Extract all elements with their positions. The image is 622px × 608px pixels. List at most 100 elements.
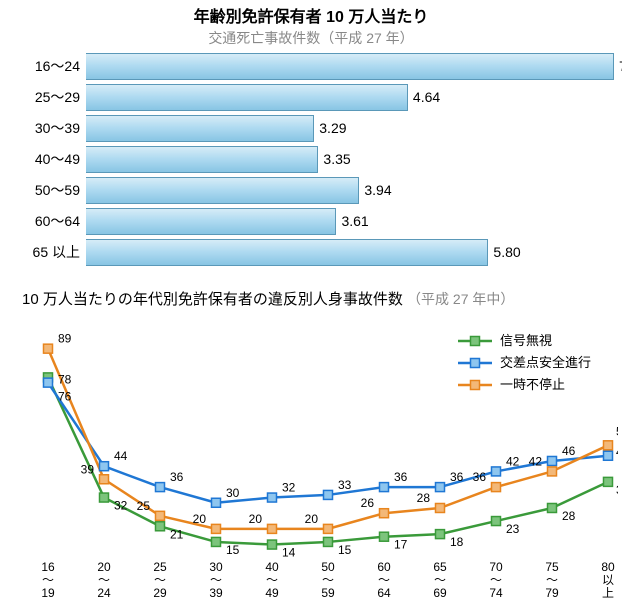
x-axis-label: 〜 xyxy=(266,573,278,587)
x-axis-label: 40 xyxy=(265,560,279,574)
data-point-label: 32 xyxy=(282,481,296,495)
x-axis-label: 〜 xyxy=(154,573,166,587)
x-axis-label: 50 xyxy=(321,560,335,574)
data-point-label: 18 xyxy=(450,535,464,549)
bar-fill: 3.61 xyxy=(86,208,336,235)
bar-fill: 5.80 xyxy=(86,239,488,266)
data-point-label: 17 xyxy=(394,538,408,552)
bar-track: 3.94 xyxy=(86,177,614,204)
data-point-label: 28 xyxy=(417,491,431,505)
data-point-label: 36 xyxy=(170,470,184,484)
x-axis-label: 〜 xyxy=(434,573,446,587)
x-axis-label: 29 xyxy=(153,586,167,600)
data-point-marker xyxy=(44,378,53,387)
bar-category-label: 30〜39 xyxy=(8,118,86,138)
data-point-label: 25 xyxy=(137,499,151,513)
data-point-label: 20 xyxy=(305,512,319,526)
data-point-marker xyxy=(324,490,333,499)
data-point-label: 39 xyxy=(81,462,95,476)
data-point-label: 76 xyxy=(58,390,72,404)
x-axis-label: 〜 xyxy=(42,573,54,587)
data-point-marker xyxy=(100,462,109,471)
data-point-marker xyxy=(380,483,389,492)
legend-label: 交差点安全進行 xyxy=(500,355,591,370)
bar-value-label: 3.61 xyxy=(341,213,368,229)
bar-row: 65 以上5.80 xyxy=(8,239,614,266)
bar-category-label: 60〜64 xyxy=(8,211,86,231)
bar-row: 16〜247.61 xyxy=(8,53,614,80)
x-axis-label: 80 xyxy=(601,560,615,574)
bar-row: 50〜593.94 xyxy=(8,177,614,204)
bar-category-label: 16〜24 xyxy=(8,56,86,76)
data-point-label: 36 xyxy=(394,470,408,484)
bar-track: 7.61 xyxy=(86,53,614,80)
bar-row: 60〜643.61 xyxy=(8,208,614,235)
data-point-marker xyxy=(548,467,557,476)
bar-fill: 3.35 xyxy=(86,146,318,173)
data-point-marker xyxy=(380,509,389,518)
bar-chart-title-sub: 交通死亡事故件数（平成 27 年） xyxy=(8,29,614,47)
data-point-label: 23 xyxy=(506,522,520,536)
data-point-label: 14 xyxy=(282,546,296,560)
series-line xyxy=(48,377,608,544)
line-chart-title-text: 10 万人当たりの年代別免許保有者の違反別人身事故件数 xyxy=(22,291,403,308)
data-point-marker xyxy=(604,451,613,460)
data-point-label: 32 xyxy=(114,499,128,513)
data-point-marker xyxy=(324,524,333,533)
data-point-marker xyxy=(604,477,613,486)
bar-chart-title-main: 年齢別免許保有者 10 万人当たり xyxy=(8,8,614,29)
data-point-marker xyxy=(100,475,109,484)
bar-track: 5.80 xyxy=(86,239,614,266)
bar-value-label: 5.80 xyxy=(493,244,520,260)
x-axis-label: 上 xyxy=(602,586,614,600)
data-point-label: 33 xyxy=(338,478,352,492)
bar-category-label: 50〜59 xyxy=(8,180,86,200)
data-point-marker xyxy=(492,467,501,476)
data-point-marker xyxy=(380,532,389,541)
x-axis-label: 以 xyxy=(602,573,614,587)
x-axis-label: 〜 xyxy=(378,573,390,587)
x-axis-label: 20 xyxy=(97,560,111,574)
data-point-label: 48 xyxy=(616,445,618,459)
bar-row: 25〜294.64 xyxy=(8,84,614,111)
bar-value-label: 4.64 xyxy=(413,89,440,105)
data-point-label: 36 xyxy=(473,470,487,484)
data-point-marker xyxy=(492,483,501,492)
data-point-marker xyxy=(436,503,445,512)
x-axis-label: 〜 xyxy=(490,573,502,587)
data-point-marker xyxy=(268,524,277,533)
line-chart: 信号無視交差点安全進行一時不停止783221151415171823283876… xyxy=(8,315,618,600)
bar-track: 3.35 xyxy=(86,146,614,173)
line-chart-section: 10 万人当たりの年代別免許保有者の違反別人身事故件数 （平成 27 年中） 信… xyxy=(8,288,614,600)
x-axis-label: 39 xyxy=(209,586,223,600)
series-line xyxy=(48,383,608,503)
data-point-label: 42 xyxy=(529,454,543,468)
x-axis-label: 79 xyxy=(545,586,559,600)
data-point-marker xyxy=(268,540,277,549)
bar-category-label: 40〜49 xyxy=(8,149,86,169)
bar-chart-title: 年齢別免許保有者 10 万人当たり 交通死亡事故件数（平成 27 年） xyxy=(8,8,614,47)
data-point-marker xyxy=(212,498,221,507)
x-axis-label: 〜 xyxy=(322,573,334,587)
data-point-label: 46 xyxy=(562,444,576,458)
x-axis-label: 60 xyxy=(377,560,391,574)
x-axis-label: 59 xyxy=(321,586,335,600)
data-point-marker xyxy=(268,493,277,502)
bar-category-label: 25〜29 xyxy=(8,87,86,107)
data-point-marker xyxy=(44,344,53,353)
data-point-marker xyxy=(156,522,165,531)
x-axis-label: 24 xyxy=(97,586,111,600)
legend-label: 一時不停止 xyxy=(500,377,565,392)
x-axis-label: 〜 xyxy=(98,573,110,587)
bar-fill: 3.29 xyxy=(86,115,314,142)
data-point-label: 42 xyxy=(506,454,520,468)
x-axis-label: 19 xyxy=(41,586,55,600)
bar-track: 4.64 xyxy=(86,84,614,111)
x-axis-label: 30 xyxy=(209,560,223,574)
x-axis-label: 70 xyxy=(489,560,503,574)
bar-category-label: 65 以上 xyxy=(8,242,86,262)
data-point-label: 21 xyxy=(170,527,184,541)
bar-fill: 4.64 xyxy=(86,84,408,111)
data-point-marker xyxy=(436,530,445,539)
data-point-label: 52 xyxy=(616,424,618,438)
